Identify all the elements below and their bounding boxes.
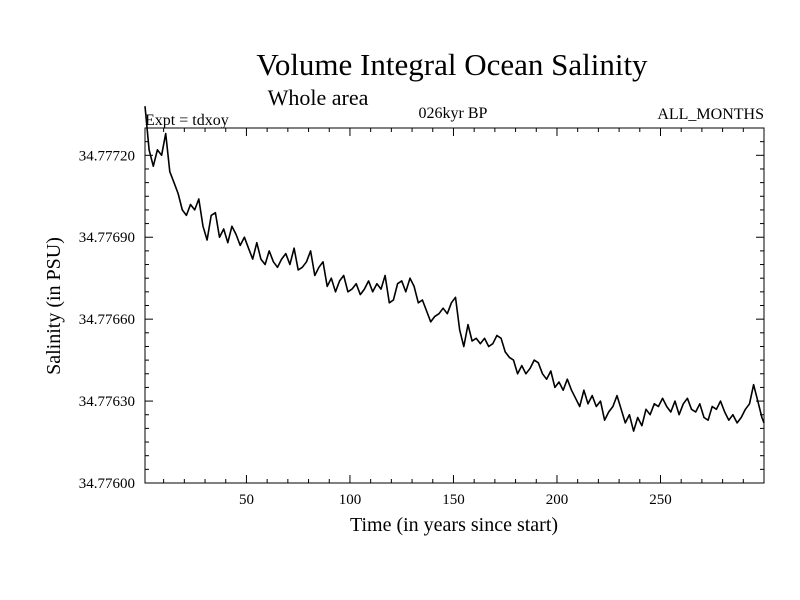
chart-subtitle: Whole area	[268, 85, 369, 110]
experiment-label: Expt = tdxoy	[145, 112, 229, 129]
y-tick-labels: 34.77600 34.77630 34.77660 34.77690 34.77720	[79, 148, 135, 492]
period-label: 026kyr BP	[419, 105, 488, 122]
x-axis-label: Time (in years since start)	[350, 514, 558, 536]
x-tick-labels: 50 100 150 200 250	[239, 492, 672, 508]
y-tick-label: 34.77690	[79, 230, 135, 246]
chart-title: Volume Integral Ocean Salinity	[256, 47, 648, 82]
axis-ticks	[145, 127, 764, 483]
y-tick-label: 34.77630	[79, 394, 135, 410]
y-tick-label: 34.77660	[79, 312, 135, 328]
series-line	[144, 106, 765, 432]
y-tick-label: 34.77600	[79, 476, 135, 492]
x-tick-label: 50	[239, 492, 254, 508]
x-tick-label: 150	[442, 492, 465, 508]
x-tick-label: 250	[649, 492, 672, 508]
y-axis-label: Salinity (in PSU)	[43, 237, 65, 375]
x-tick-label: 100	[339, 492, 362, 508]
months-label: ALL_MONTHS	[657, 106, 764, 123]
x-tick-label: 200	[546, 492, 569, 508]
y-tick-label: 34.77720	[79, 148, 135, 164]
